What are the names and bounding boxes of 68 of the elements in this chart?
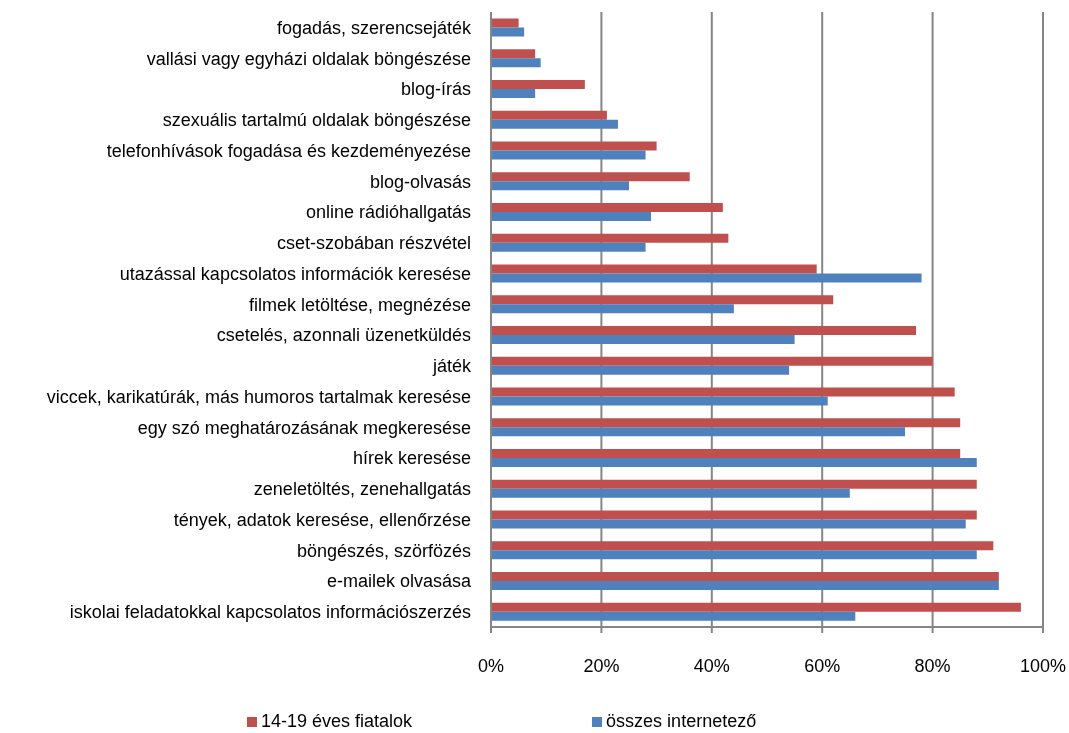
bar (491, 211, 652, 221)
bar (491, 202, 723, 212)
bar (491, 519, 966, 529)
y-tick-label: blog-írás (400, 79, 471, 100)
bar (491, 334, 795, 344)
bar (491, 172, 690, 182)
bar (491, 457, 977, 467)
bar (491, 150, 646, 160)
bar (491, 396, 828, 406)
y-tick-label: fogadás, szerencsejáték (276, 17, 472, 38)
bar (491, 571, 999, 581)
bar (491, 18, 519, 28)
bar (491, 273, 922, 283)
y-tick-label: filmek letöltése, megnézése (248, 294, 471, 315)
y-tick-label: utazással kapcsolatos információk keresése (119, 263, 471, 284)
x-tick-label: 40% (693, 655, 730, 676)
legend-label: összes internetező (606, 711, 757, 731)
bar (491, 88, 536, 98)
x-tick-label: 100% (1019, 655, 1067, 676)
y-tick-label: blog-olvasás (369, 171, 471, 192)
y-tick-label: iskolai feladatokkal kapcsolatos információszerzés (69, 602, 471, 623)
bar (491, 510, 977, 520)
bar (491, 27, 525, 37)
x-tick-label: 0% (477, 655, 505, 676)
bar (491, 181, 629, 191)
y-tick-label: tények, adatok keresése, ellenőrzése (173, 509, 471, 530)
bar (491, 488, 850, 498)
y-tick-label: böngészés, szörfözés (296, 540, 471, 561)
bar (491, 418, 961, 428)
bar (491, 602, 1021, 612)
y-tick-label: játék (431, 356, 472, 377)
y-tick-label: hírek keresése (352, 448, 471, 469)
bar (491, 448, 961, 458)
bar (491, 479, 977, 489)
y-tick-label: telefonhívások fogadása és kezdeményezése (106, 140, 471, 161)
bar (491, 49, 536, 59)
bar (491, 110, 607, 120)
bar (491, 58, 541, 68)
bar (491, 356, 933, 366)
bar (491, 541, 994, 551)
bar (491, 550, 977, 560)
bar (491, 242, 646, 252)
bar (491, 295, 834, 305)
x-tick-label: 80% (914, 655, 951, 676)
bar (491, 580, 999, 590)
y-tick-label: vallási vagy egyházi oldalak böngészése (146, 48, 471, 69)
y-tick-label: zeneletöltés, zenehallgatás (253, 479, 471, 500)
y-tick-label: viccek, karikatúrák, más humoros tartalmak keresése (46, 386, 471, 407)
legend-label: 14-19 éves fiatalok (261, 711, 413, 731)
y-tick-label: online rádióhallgatás (305, 202, 471, 223)
bar (491, 304, 734, 314)
y-tick-label: csetelés, azonnali üzenetküldés (216, 325, 471, 346)
bar (491, 79, 585, 89)
bar (491, 119, 618, 129)
y-tick-label: e-mailek olvasása (326, 571, 472, 592)
bar (491, 325, 917, 335)
bar (491, 264, 817, 274)
x-tick-label: 20% (583, 655, 620, 676)
x-tick-label: 60% (804, 655, 841, 676)
bar (491, 387, 955, 397)
bar (491, 141, 657, 151)
bar (491, 427, 905, 437)
y-tick-label: cset-szobában részvétel (276, 233, 471, 254)
y-tick-label: szexuális tartalmú oldalak böngészése (162, 110, 471, 131)
bar (491, 611, 856, 621)
y-tick-label: egy szó meghatározásának megkeresése (137, 417, 471, 438)
bar (491, 233, 729, 243)
bar (491, 365, 790, 375)
